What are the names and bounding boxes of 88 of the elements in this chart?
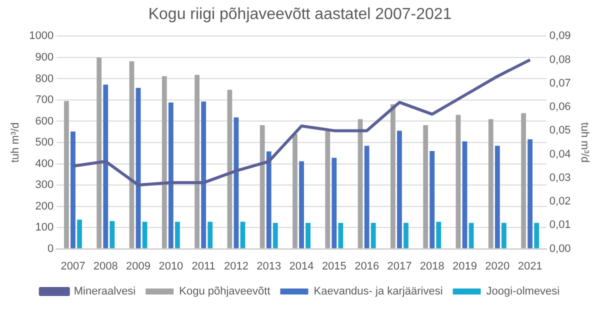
bar (364, 146, 370, 248)
bar (266, 151, 272, 248)
bar (370, 222, 376, 248)
y2-tick-label: 0,01 (549, 219, 571, 232)
x-tick-label: 2014 (289, 260, 314, 272)
y-tick-label: 600 (35, 115, 54, 128)
bar (462, 141, 468, 248)
bar (208, 222, 213, 248)
bar (142, 222, 148, 248)
y-tick-label: 800 (35, 72, 54, 85)
x-tick-label: 2020 (485, 260, 510, 272)
bar (338, 222, 344, 248)
legend-label: Joogi-olmevesi (486, 286, 560, 298)
bar (234, 117, 239, 248)
bar (240, 222, 246, 248)
x-tick-label: 2019 (452, 260, 478, 272)
bar (64, 101, 69, 248)
legend-label: Kaevandus- ja karjäärivesi (314, 286, 443, 298)
x-tick-label: 2012 (224, 260, 248, 272)
bar (227, 90, 232, 248)
bar (502, 222, 506, 248)
x-tick-label: 2007 (60, 260, 86, 272)
bar (521, 113, 526, 248)
bar (110, 220, 115, 248)
bar (390, 104, 396, 248)
bar (96, 57, 102, 248)
bar (468, 222, 474, 248)
y2-tick-label: 0,08 (549, 54, 571, 66)
x-tick-label: 2021 (518, 260, 542, 272)
bar (306, 222, 311, 248)
y2-tick-label: 0,09 (549, 30, 571, 42)
bar (175, 222, 180, 248)
x-tick-label: 2008 (93, 260, 118, 272)
y2-tick-label: 0,00 (549, 242, 571, 255)
y-tick-label: 500 (35, 136, 54, 149)
x-tick-label: 2013 (256, 260, 282, 272)
bar (325, 130, 330, 248)
x-tick-label: 2009 (126, 260, 151, 272)
y2-axis-title: tuh m³/d (578, 122, 590, 163)
chart-title: Kogu riigi põhjaveevõtt aastatel 2007-2021 (148, 6, 452, 24)
bar (70, 131, 76, 248)
legend-label: Kogu põhjaveevõtt (179, 286, 270, 298)
bar (103, 84, 108, 248)
x-tick-label: 2016 (354, 260, 380, 272)
bar (332, 158, 337, 248)
bar (168, 102, 174, 248)
bar (528, 139, 533, 248)
y-axis-title: tuh m³/d (10, 122, 22, 163)
y2-tick-label: 0,05 (549, 124, 571, 137)
y-tick-label: 400 (35, 158, 54, 170)
x-tick-label: 2011 (192, 260, 216, 272)
bar (423, 125, 428, 248)
y-tick-label: 300 (35, 179, 54, 192)
bar (292, 134, 298, 248)
bar (194, 74, 200, 248)
x-tick-label: 2015 (322, 260, 346, 272)
bar (494, 146, 500, 248)
y-tick-label: 0 (48, 242, 54, 255)
bar (358, 119, 363, 248)
legend-label: Mineraalvesi (74, 286, 136, 298)
bar (162, 76, 167, 248)
x-tick-label: 2017 (387, 260, 412, 272)
bar (299, 161, 304, 248)
x-tick-label: 2010 (158, 260, 184, 272)
y2-tick-label: 0,02 (549, 196, 571, 208)
bar (430, 151, 435, 248)
y2-tick-label: 0,04 (549, 148, 571, 160)
bar (129, 61, 134, 248)
y2-tick-label: 0,06 (549, 101, 571, 114)
bar (534, 222, 540, 248)
bar (436, 222, 442, 248)
x-tick-label: 2018 (420, 260, 444, 272)
bar (404, 222, 408, 248)
bar (397, 130, 402, 248)
y-tick-label: 200 (35, 200, 54, 212)
bar (260, 125, 265, 248)
y-tick-label: 100 (35, 222, 54, 234)
bar (201, 101, 206, 248)
bar (77, 220, 82, 248)
y2-tick-label: 0,07 (549, 77, 571, 90)
bar (272, 222, 278, 248)
y-tick-label: 900 (35, 51, 54, 64)
bar (136, 88, 141, 248)
y-tick-label: 700 (35, 94, 54, 106)
bar (456, 114, 461, 248)
bar (488, 119, 494, 248)
y2-tick-label: 0,03 (549, 172, 571, 184)
y-tick-label: 1000 (29, 30, 54, 42)
